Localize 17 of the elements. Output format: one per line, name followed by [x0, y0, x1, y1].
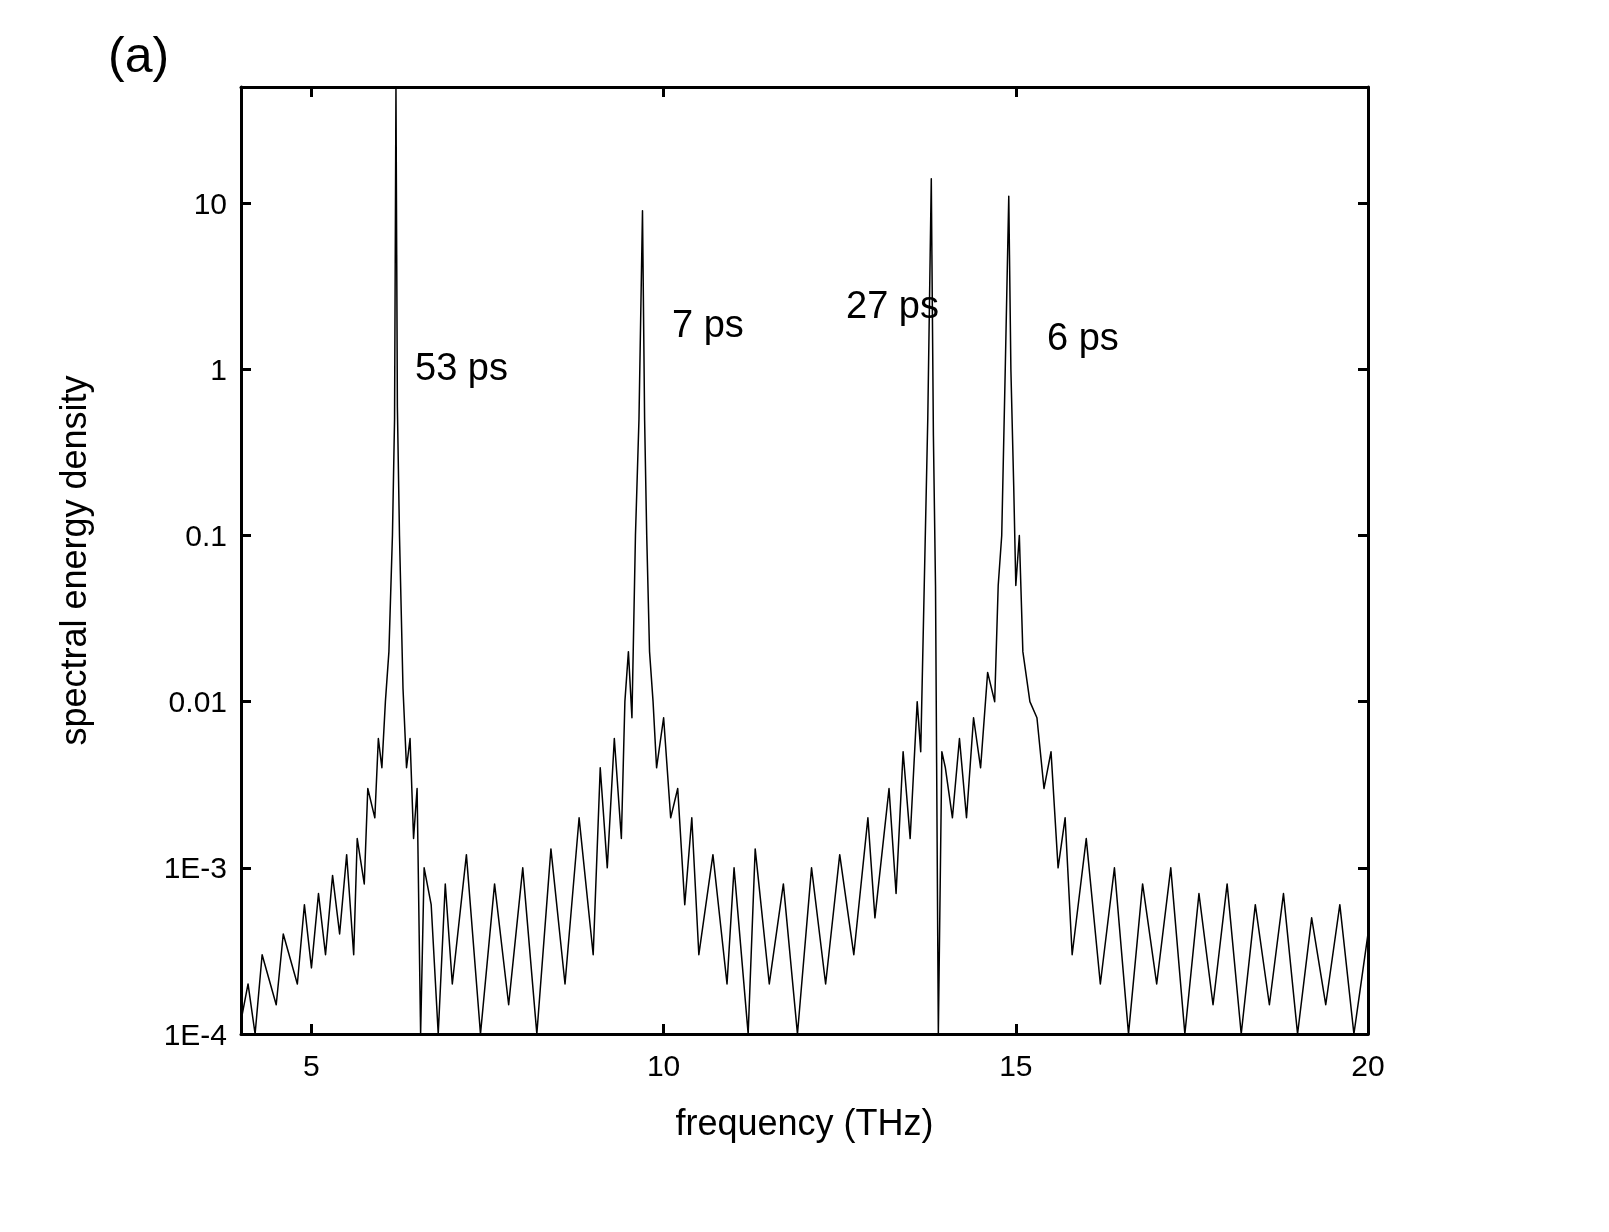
- text: (a): [108, 27, 170, 83]
- y-axis-title: spectral energy density: [52, 375, 94, 746]
- y-tick-label: 1E-4: [163, 1017, 227, 1051]
- x-tick-label: 5: [303, 1048, 320, 1082]
- y-tick-label: 0.01: [168, 685, 227, 719]
- y-tick-label: 10: [193, 186, 227, 220]
- x-tick-label: 10: [646, 1048, 681, 1082]
- x-tick-label: 20: [1351, 1048, 1385, 1082]
- annotation: 53 ps: [415, 346, 508, 388]
- annotation: 6 ps: [1047, 316, 1119, 358]
- annotation: 7 ps: [672, 303, 744, 345]
- x-axis-title: frequency (THz): [675, 1101, 934, 1143]
- y-tick-label: 0.1: [185, 518, 227, 552]
- x-tick-label: 15: [999, 1048, 1033, 1082]
- y-tick-label: 1E-3: [163, 851, 227, 885]
- y-tick-label: 1: [210, 352, 227, 386]
- line-series: [240, 86, 1369, 1035]
